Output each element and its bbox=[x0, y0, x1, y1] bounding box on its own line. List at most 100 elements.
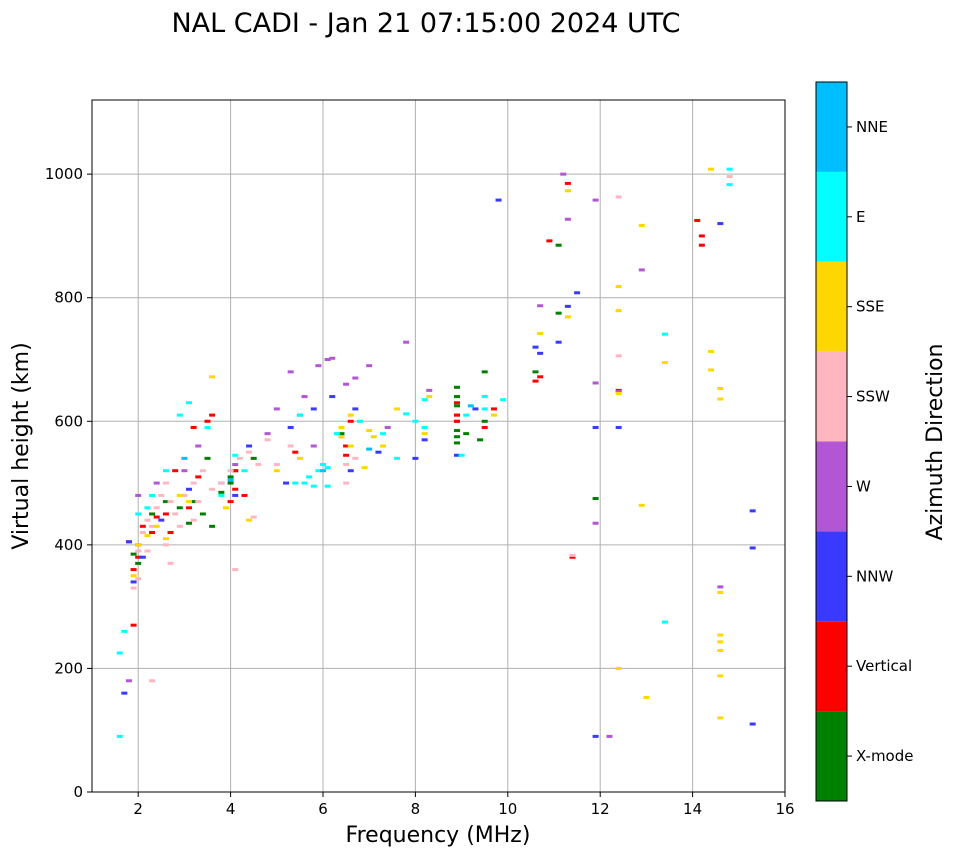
data-point-e bbox=[116, 734, 123, 738]
data-point-sse bbox=[661, 361, 668, 365]
data-point-w bbox=[315, 364, 322, 368]
data-point-e bbox=[333, 432, 340, 436]
data-point-x-mode bbox=[532, 370, 539, 374]
data-point-w bbox=[384, 425, 391, 429]
data-point-x-mode bbox=[592, 497, 599, 501]
data-point-w bbox=[537, 304, 544, 308]
data-point-e bbox=[481, 395, 488, 399]
data-point-e bbox=[356, 419, 363, 423]
data-point-w bbox=[592, 198, 599, 202]
data-point-w bbox=[153, 481, 160, 485]
data-point-vertical bbox=[139, 524, 146, 528]
colorbar-segment bbox=[816, 171, 847, 262]
data-point-w bbox=[232, 463, 239, 467]
data-point-sse bbox=[186, 500, 193, 504]
data-point-nnw bbox=[246, 444, 253, 448]
data-point-e bbox=[241, 469, 248, 473]
x-tick-label: 6 bbox=[318, 800, 328, 818]
data-point-ssw bbox=[167, 500, 174, 504]
data-point-sse bbox=[130, 574, 137, 578]
data-point-w bbox=[638, 268, 645, 272]
data-point-w bbox=[287, 370, 294, 374]
data-point-e bbox=[116, 651, 123, 655]
data-point-sse bbox=[338, 425, 345, 429]
data-point-x-mode bbox=[135, 561, 142, 565]
data-point-vertical bbox=[343, 444, 350, 448]
data-point-sse bbox=[717, 674, 724, 678]
data-point-sse bbox=[209, 375, 216, 379]
data-point-nnw bbox=[574, 291, 581, 295]
x-tick-label: 4 bbox=[226, 800, 236, 818]
data-point-nne bbox=[366, 447, 373, 451]
data-point-sse bbox=[717, 633, 724, 637]
data-point-ssw bbox=[569, 553, 576, 557]
data-point-sse bbox=[615, 309, 622, 313]
data-point-e bbox=[301, 481, 308, 485]
data-point-vertical bbox=[698, 234, 705, 238]
data-point-e bbox=[403, 412, 410, 416]
data-point-vertical bbox=[347, 419, 354, 423]
colorbar-segment bbox=[816, 351, 847, 442]
colorbar-tick-label: X-mode bbox=[856, 747, 913, 765]
data-point-ssw bbox=[149, 524, 156, 528]
data-point-w bbox=[324, 358, 331, 361]
data-point-vertical bbox=[453, 401, 460, 405]
data-point-sse bbox=[564, 189, 571, 193]
data-point-nnw bbox=[121, 691, 128, 695]
data-point-x-mode bbox=[186, 521, 193, 525]
data-point-x-mode bbox=[227, 475, 234, 479]
data-point-sse bbox=[347, 444, 354, 448]
data-point-w bbox=[564, 217, 571, 221]
data-point-x-mode bbox=[162, 500, 169, 504]
data-point-ssw bbox=[153, 506, 160, 510]
data-point-ssw bbox=[246, 450, 253, 454]
data-point-vertical bbox=[232, 487, 239, 491]
data-point-nnw bbox=[412, 456, 419, 460]
plot-frame bbox=[91, 99, 786, 793]
data-point-e bbox=[232, 453, 239, 457]
data-point-x-mode bbox=[338, 432, 345, 436]
data-point-nnw bbox=[232, 493, 239, 497]
data-point-ssw bbox=[144, 549, 151, 553]
x-tick-label: 2 bbox=[133, 800, 143, 818]
data-point-x-mode bbox=[130, 552, 137, 556]
data-point-x-mode bbox=[555, 243, 562, 247]
data-point-sse bbox=[296, 456, 303, 460]
data-point-vertical bbox=[135, 555, 142, 559]
data-point-vertical bbox=[162, 512, 169, 516]
data-point-x-mode bbox=[250, 456, 257, 460]
data-point-e bbox=[393, 456, 400, 460]
data-point-vertical bbox=[569, 555, 576, 559]
data-point-ssw bbox=[181, 493, 188, 497]
colorbar-segment bbox=[816, 441, 847, 532]
data-point-x-mode bbox=[453, 385, 460, 389]
data-point-x-mode bbox=[481, 419, 488, 423]
data-point-nnw bbox=[564, 304, 571, 308]
data-point-ssw bbox=[199, 469, 206, 473]
data-point-vertical bbox=[481, 425, 488, 429]
data-point-vertical bbox=[453, 419, 460, 423]
data-point-nnw bbox=[749, 722, 756, 726]
data-point-ssw bbox=[190, 518, 197, 522]
data-point-x-mode bbox=[453, 429, 460, 433]
data-point-sse bbox=[135, 543, 142, 547]
data-point-sse bbox=[643, 695, 650, 699]
colorbar-segment bbox=[816, 621, 847, 712]
data-point-w bbox=[615, 390, 622, 394]
data-point-nnw bbox=[421, 438, 428, 442]
data-point-ssw bbox=[135, 577, 142, 581]
data-point-w bbox=[329, 356, 336, 360]
data-point-e bbox=[481, 407, 488, 411]
data-point-nne bbox=[181, 456, 188, 460]
data-point-nnw bbox=[472, 407, 479, 411]
data-point-vertical bbox=[564, 181, 571, 185]
data-point-ssw bbox=[139, 531, 146, 534]
data-point-x-mode bbox=[190, 500, 197, 504]
data-point-w bbox=[366, 364, 373, 368]
data-point-ssw bbox=[176, 524, 183, 528]
data-point-e bbox=[324, 466, 331, 470]
data-point-vertical bbox=[209, 413, 216, 417]
data-point-sse bbox=[638, 223, 645, 227]
data-point-e bbox=[149, 493, 156, 497]
data-point-e bbox=[292, 481, 299, 485]
